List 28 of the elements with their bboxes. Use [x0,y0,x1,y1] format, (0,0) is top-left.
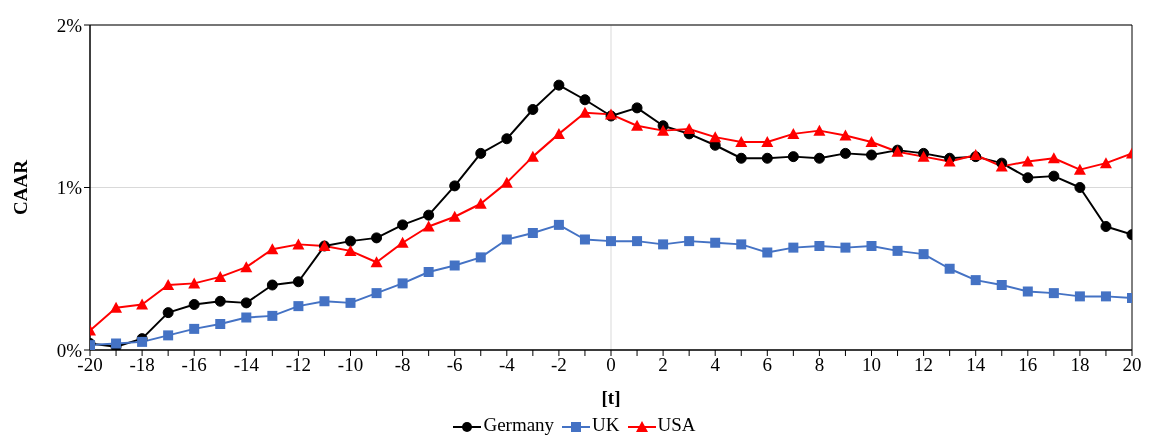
x-tick-label: 0 [606,354,616,376]
x-tick-label: -16 [181,354,207,376]
x-tick-label: -10 [337,354,364,376]
x-tick-label: 18 [1070,354,1090,376]
x-tick-label: -2 [550,354,567,376]
x-axis-title: [t] [601,387,621,408]
x-tick-label: 20 [1122,354,1142,376]
legend-label: UK [592,414,620,435]
x-tick-label: 14 [966,354,986,376]
x-tick-label: 6 [762,354,773,376]
x-tick-label: -4 [498,354,516,376]
y-tick-label: 1% [56,177,83,199]
x-tick-label: -8 [394,354,411,376]
x-tick-label: 10 [862,354,881,376]
legend-label: USA [657,414,696,435]
x-tick-label: -18 [129,354,155,376]
x-tick-label: -12 [285,354,312,376]
y-tick-label: 2% [56,14,83,36]
x-tick-label: -6 [446,354,463,376]
x-tick-label: -14 [233,354,260,376]
x-tick-label: 4 [710,354,721,376]
x-tick-label: 8 [814,354,825,376]
y-axis-title: CAAR [9,159,31,215]
y-tick-label: 0% [56,339,83,361]
legend-label: Germany [483,414,555,435]
x-tick-label: 12 [914,354,934,376]
x-tick-label: 2 [658,354,668,376]
x-tick-label: 16 [1018,354,1038,376]
